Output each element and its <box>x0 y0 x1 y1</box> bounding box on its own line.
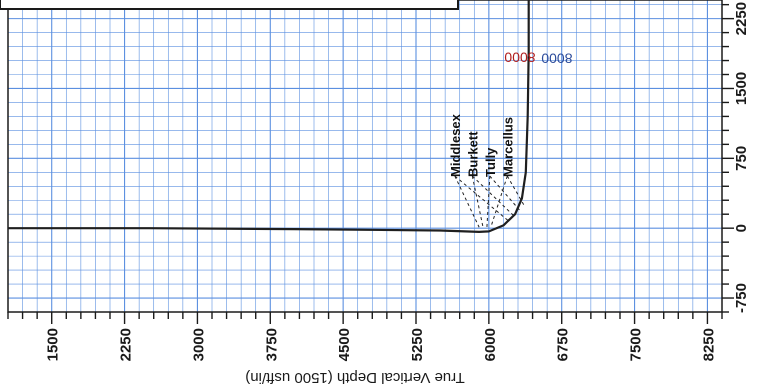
marker-dash <box>454 175 480 228</box>
marker-dash <box>490 175 508 228</box>
depth-annotation: 8000 <box>504 49 535 65</box>
formation-label: Marcellus <box>500 117 515 177</box>
y-tick-label: 750 <box>733 146 750 171</box>
y-tick-label: 1500 <box>733 72 750 105</box>
x-tick-label: 6000 <box>482 328 499 361</box>
formation-label: Burkett <box>465 131 480 177</box>
depth-annotation: 8000 <box>541 50 572 66</box>
marker-dash <box>486 175 491 228</box>
y-tick-label: 0 <box>733 224 750 232</box>
x-tick-label: 1500 <box>45 328 62 361</box>
marker-dash <box>471 175 515 217</box>
x-tick-labels: 1500 2250 3000 3750 4500 5250 6000 6750 7500 8250 <box>45 328 718 361</box>
x-tick-label: 3000 <box>190 328 207 361</box>
marker-dash <box>471 175 484 228</box>
y-tick-label: 2250 <box>733 2 750 35</box>
tick-marks <box>7 3 734 324</box>
well-path-line <box>8 0 530 233</box>
x-tick-label: 4500 <box>336 328 353 361</box>
x-axis-label: True Vertical Depth (1500 usft/in) <box>245 369 465 386</box>
x-tick-label: 3750 <box>263 328 280 361</box>
formation-label: Middlesex <box>448 113 463 177</box>
annotations: 8000 8000 <box>504 49 572 66</box>
x-tick-label: 5250 <box>409 328 426 361</box>
marker-dash <box>489 175 521 211</box>
x-tick-label: 2250 <box>118 328 135 361</box>
y-tick-label: -750 <box>733 283 750 313</box>
x-tick-label: 7500 <box>628 328 645 361</box>
formation-markers: Middlesex Burkett Tully Marcellus <box>448 113 525 228</box>
x-tick-label: 8250 <box>700 328 717 361</box>
legend-box <box>0 0 459 10</box>
plot-frame <box>7 0 723 313</box>
grid-lines <box>7 0 723 313</box>
y-tick-labels: -750 0 750 1500 2250 <box>733 2 750 313</box>
series-layer <box>8 0 530 233</box>
formation-label: Tully <box>483 147 498 177</box>
x-tick-label: 6750 <box>555 328 572 361</box>
